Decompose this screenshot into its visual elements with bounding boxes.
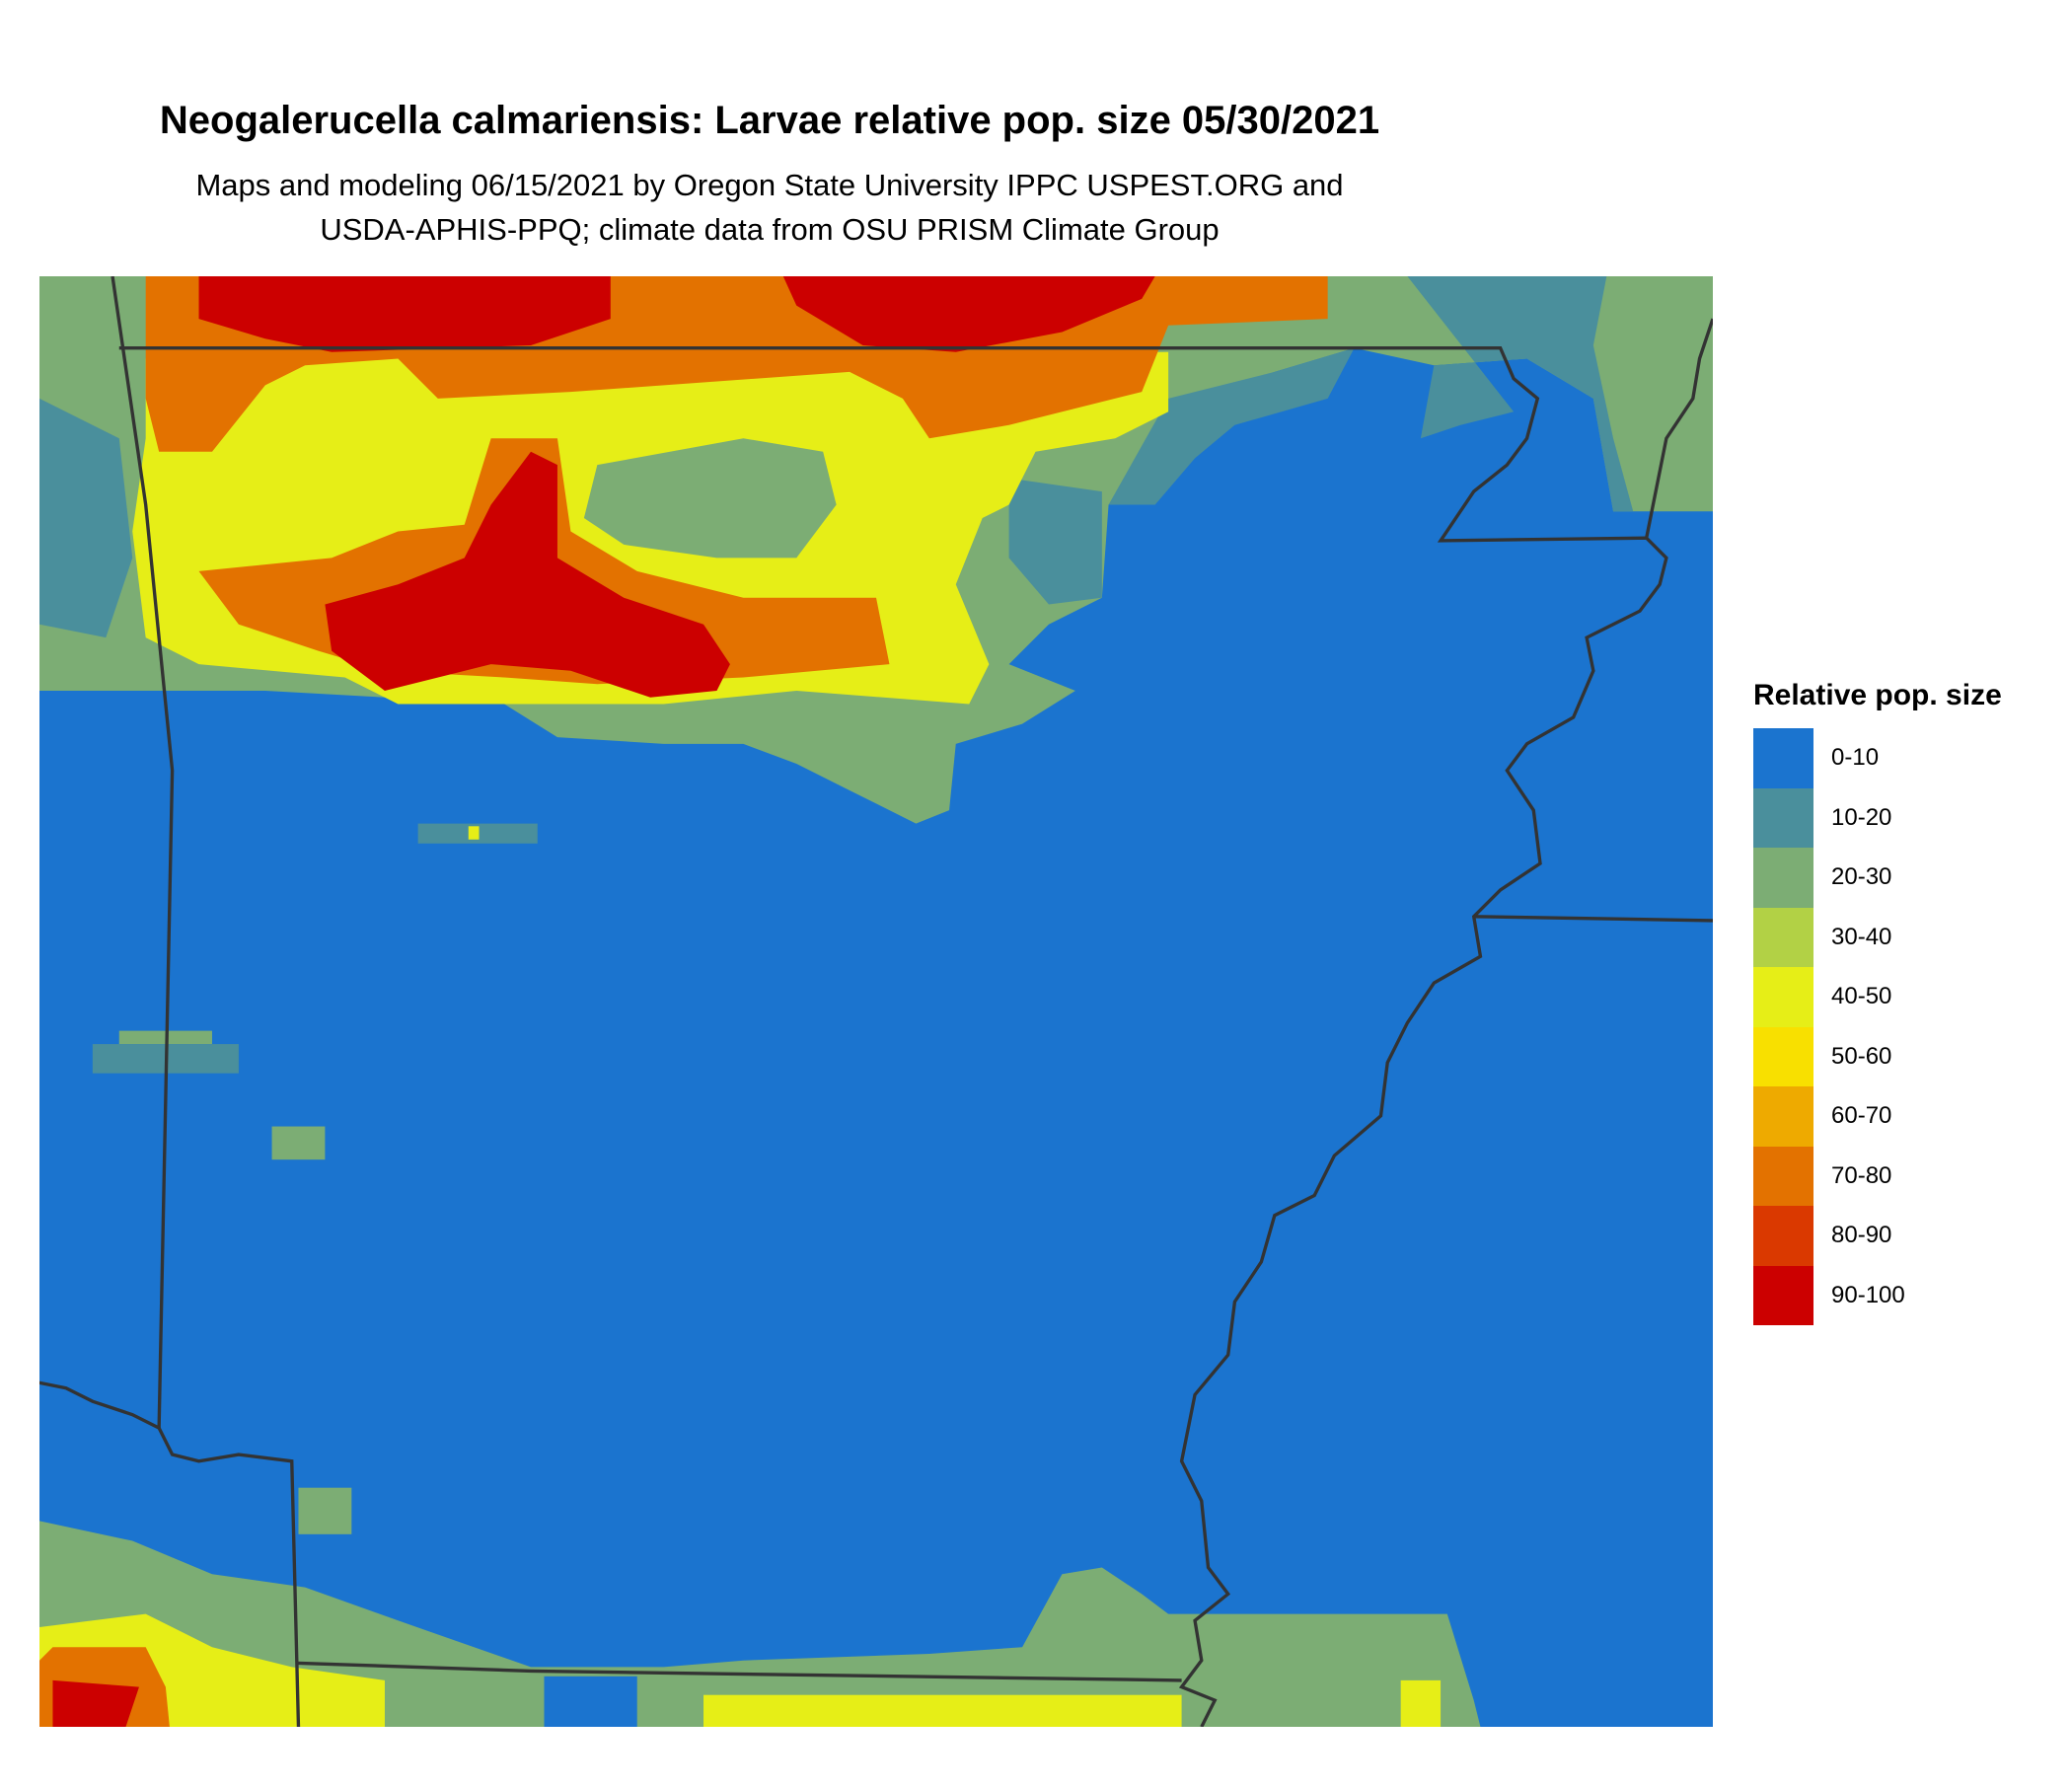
- legend-label: 0-10: [1831, 744, 1880, 772]
- legend-item: 80-90: [1753, 1206, 1905, 1266]
- region-90-100-north-east: [782, 276, 1155, 352]
- boundary-west: [111, 276, 175, 1429]
- legend: 0-10 10-20 20-30 30-40 40-50 50-60 60-70…: [1753, 728, 1905, 1325]
- legend-swatch: [1753, 1146, 1813, 1206]
- legend-label: 90-100: [1831, 1281, 1905, 1308]
- legend-label: 40-50: [1831, 983, 1892, 1010]
- legend-label: 30-40: [1831, 923, 1892, 950]
- legend-item: 30-40: [1753, 907, 1905, 967]
- region-10-20-west: [39, 398, 133, 638]
- map-subtitle-line-2: USDA-APHIS-PPQ; climate data from OSU PR…: [320, 212, 1220, 247]
- region-20-30-center-patch: [583, 438, 837, 559]
- legend-item: 60-70: [1753, 1086, 1905, 1147]
- legend-label: 60-70: [1831, 1102, 1892, 1130]
- boundary-northeast-river: [1645, 318, 1713, 539]
- state-boundaries: [39, 276, 1713, 1727]
- region-90-100-north-west: [198, 276, 611, 352]
- legend-item: 40-50: [1753, 967, 1905, 1027]
- boundary-east: [1473, 915, 1713, 923]
- region-40-50-southeast: [1400, 1679, 1442, 1727]
- region-20-30-patch: [271, 1126, 326, 1160]
- map-title: Neogalerucella calmariensis: Larvae rela…: [159, 99, 1380, 142]
- region-10-20-central: [1008, 478, 1102, 605]
- region-10-20-east: [1108, 347, 1355, 505]
- legend-item: 90-100: [1753, 1265, 1905, 1325]
- boundary-north-and-east-river: [118, 346, 1668, 1727]
- region-90-100-southwest: [52, 1679, 139, 1727]
- region-10-20-northeast: [1407, 276, 1634, 512]
- legend-item: 20-30: [1753, 848, 1905, 908]
- legend-item: 0-10: [1753, 728, 1905, 788]
- legend-title: Relative pop. size: [1753, 679, 2002, 711]
- legend-swatch: [1753, 848, 1813, 908]
- legend-swatch: [1753, 1265, 1813, 1325]
- legend-item: 50-60: [1753, 1026, 1905, 1086]
- population-map: [39, 276, 1713, 1727]
- legend-swatch: [1753, 1086, 1813, 1147]
- region-90-100-central: [325, 451, 730, 698]
- legend-label: 70-80: [1831, 1161, 1892, 1189]
- legend-label: 10-20: [1831, 803, 1892, 831]
- boundary-south: [298, 1661, 1182, 1682]
- legend-item: 10-20: [1753, 787, 1905, 848]
- legend-swatch: [1753, 728, 1813, 788]
- legend-label: 20-30: [1831, 863, 1892, 891]
- legend-item: 70-80: [1753, 1146, 1905, 1206]
- region-40-50-south: [703, 1694, 1182, 1727]
- legend-swatch: [1753, 787, 1813, 848]
- region-20-30-south: [39, 1521, 1481, 1727]
- legend-swatch: [1753, 1026, 1813, 1086]
- map-subtitle-line-1: Maps and modeling 06/15/2021 by Oregon S…: [195, 168, 1344, 202]
- legend-swatch: [1753, 1206, 1813, 1266]
- legend-swatch: [1753, 907, 1813, 967]
- region-0-10-patch: [544, 1676, 637, 1727]
- region-20-30-patch: [298, 1487, 352, 1534]
- legend-swatch: [1753, 967, 1813, 1027]
- legend-label: 80-90: [1831, 1222, 1892, 1249]
- boundary-red-river: [39, 1380, 301, 1727]
- legend-label: 50-60: [1831, 1042, 1892, 1070]
- region-40-50-patch: [468, 826, 480, 840]
